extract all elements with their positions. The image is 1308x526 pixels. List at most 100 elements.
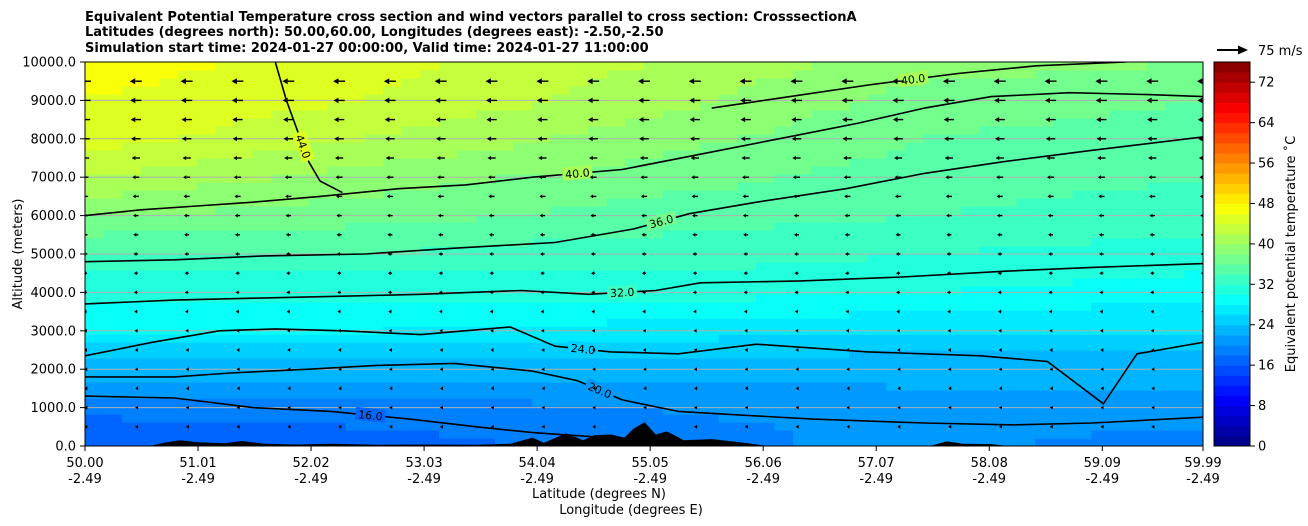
- field-cell: [85, 278, 105, 287]
- field-cell: [122, 430, 142, 439]
- wind-vector: [129, 78, 142, 85]
- field-cell: [476, 198, 496, 207]
- field-cell: [159, 430, 179, 439]
- field-cell: [364, 302, 384, 311]
- field-cell: [793, 286, 813, 295]
- colorbar-band: [1214, 254, 1250, 265]
- field-cell: [494, 86, 515, 95]
- field-cell: [550, 86, 571, 95]
- field-cell: [998, 302, 1018, 311]
- wind-vector: [1198, 155, 1203, 161]
- wind-vector: [439, 328, 443, 333]
- field-cell: [1091, 126, 1111, 135]
- field-cell: [681, 318, 701, 327]
- wind-vector: [896, 309, 900, 314]
- field-cell: [327, 254, 347, 263]
- field-cell: [439, 118, 459, 127]
- field-cell: [457, 222, 477, 231]
- field-cell: [867, 94, 887, 103]
- field-cell: [122, 318, 142, 327]
- field-cell: [793, 270, 813, 279]
- field-cell: [103, 286, 123, 295]
- field-cell: [103, 342, 123, 351]
- field-cell: [420, 286, 440, 295]
- field-cell: [886, 310, 906, 319]
- field-cell: [401, 150, 421, 159]
- wind-vector: [135, 424, 139, 429]
- wind-vector: [895, 213, 901, 218]
- field-cell: [774, 374, 794, 383]
- field-cell: [140, 94, 161, 103]
- field-cell: [867, 222, 887, 231]
- field-cell: [998, 254, 1018, 263]
- field-cell: [1109, 350, 1130, 359]
- field-cell: [979, 270, 999, 279]
- wind-vector: [335, 155, 344, 161]
- field-cell: [904, 438, 925, 446]
- field-cell: [513, 390, 533, 399]
- field-cell: [420, 230, 440, 239]
- field-cell: [960, 70, 980, 79]
- wind-vector: [588, 117, 599, 123]
- wind-vector: [1100, 348, 1104, 352]
- field-cell: [308, 366, 328, 375]
- field-cell: [662, 398, 682, 407]
- field-cell: [998, 190, 1018, 199]
- wind-vector: [234, 213, 241, 218]
- wind-vector: [794, 271, 799, 276]
- field-cell: [979, 318, 999, 327]
- field-cell: [215, 350, 235, 359]
- field-cell: [1109, 118, 1130, 127]
- field-cell: [159, 254, 179, 263]
- wind-vector: [233, 155, 242, 161]
- field-cell: [979, 302, 999, 311]
- field-cell: [886, 334, 906, 343]
- field-cell: [420, 190, 440, 199]
- field-cell: [1072, 270, 1092, 279]
- field-cell: [103, 318, 123, 327]
- field-cell: [532, 398, 552, 407]
- field-cell: [774, 190, 794, 199]
- field-cell: [178, 166, 198, 175]
- field-cell: [699, 102, 720, 111]
- field-cell: [904, 262, 925, 271]
- field-cell: [718, 270, 738, 279]
- field-cell: [383, 174, 403, 183]
- field-cell: [215, 270, 235, 279]
- field-cell: [588, 158, 608, 167]
- field-cell: [662, 270, 682, 279]
- field-cell: [979, 350, 999, 359]
- field-cell: [662, 422, 682, 431]
- field-cell: [718, 126, 738, 135]
- field-cell: [1072, 406, 1092, 415]
- wind-vector: [846, 348, 850, 352]
- field-cell: [196, 214, 217, 223]
- wind-vector: [436, 155, 445, 161]
- field-cell: [998, 182, 1018, 191]
- field-cell: [960, 126, 980, 135]
- field-cell: [1091, 166, 1111, 175]
- field-cell: [159, 366, 179, 375]
- field-cell: [1128, 374, 1148, 383]
- field-cell: [737, 310, 757, 319]
- field-cell: [960, 190, 980, 199]
- wind-vector: [333, 97, 345, 104]
- field-cell: [364, 206, 384, 215]
- field-cell: [122, 270, 142, 279]
- field-cell: [85, 246, 105, 255]
- field-cell: [345, 118, 366, 127]
- field-cell: [364, 358, 384, 367]
- field-cell: [532, 294, 552, 303]
- field-cell: [140, 86, 161, 95]
- wind-vector: [1049, 424, 1053, 429]
- field-cell: [755, 190, 776, 199]
- field-cell: [327, 430, 347, 439]
- field-cell: [345, 398, 366, 407]
- field-cell: [1072, 294, 1092, 303]
- field-cell: [476, 398, 496, 407]
- colorbar-tick-label: 64: [1258, 116, 1275, 131]
- field-cell: [830, 118, 850, 127]
- field-cell: [252, 70, 272, 79]
- field-cell: [122, 374, 142, 383]
- field-cell: [755, 302, 776, 311]
